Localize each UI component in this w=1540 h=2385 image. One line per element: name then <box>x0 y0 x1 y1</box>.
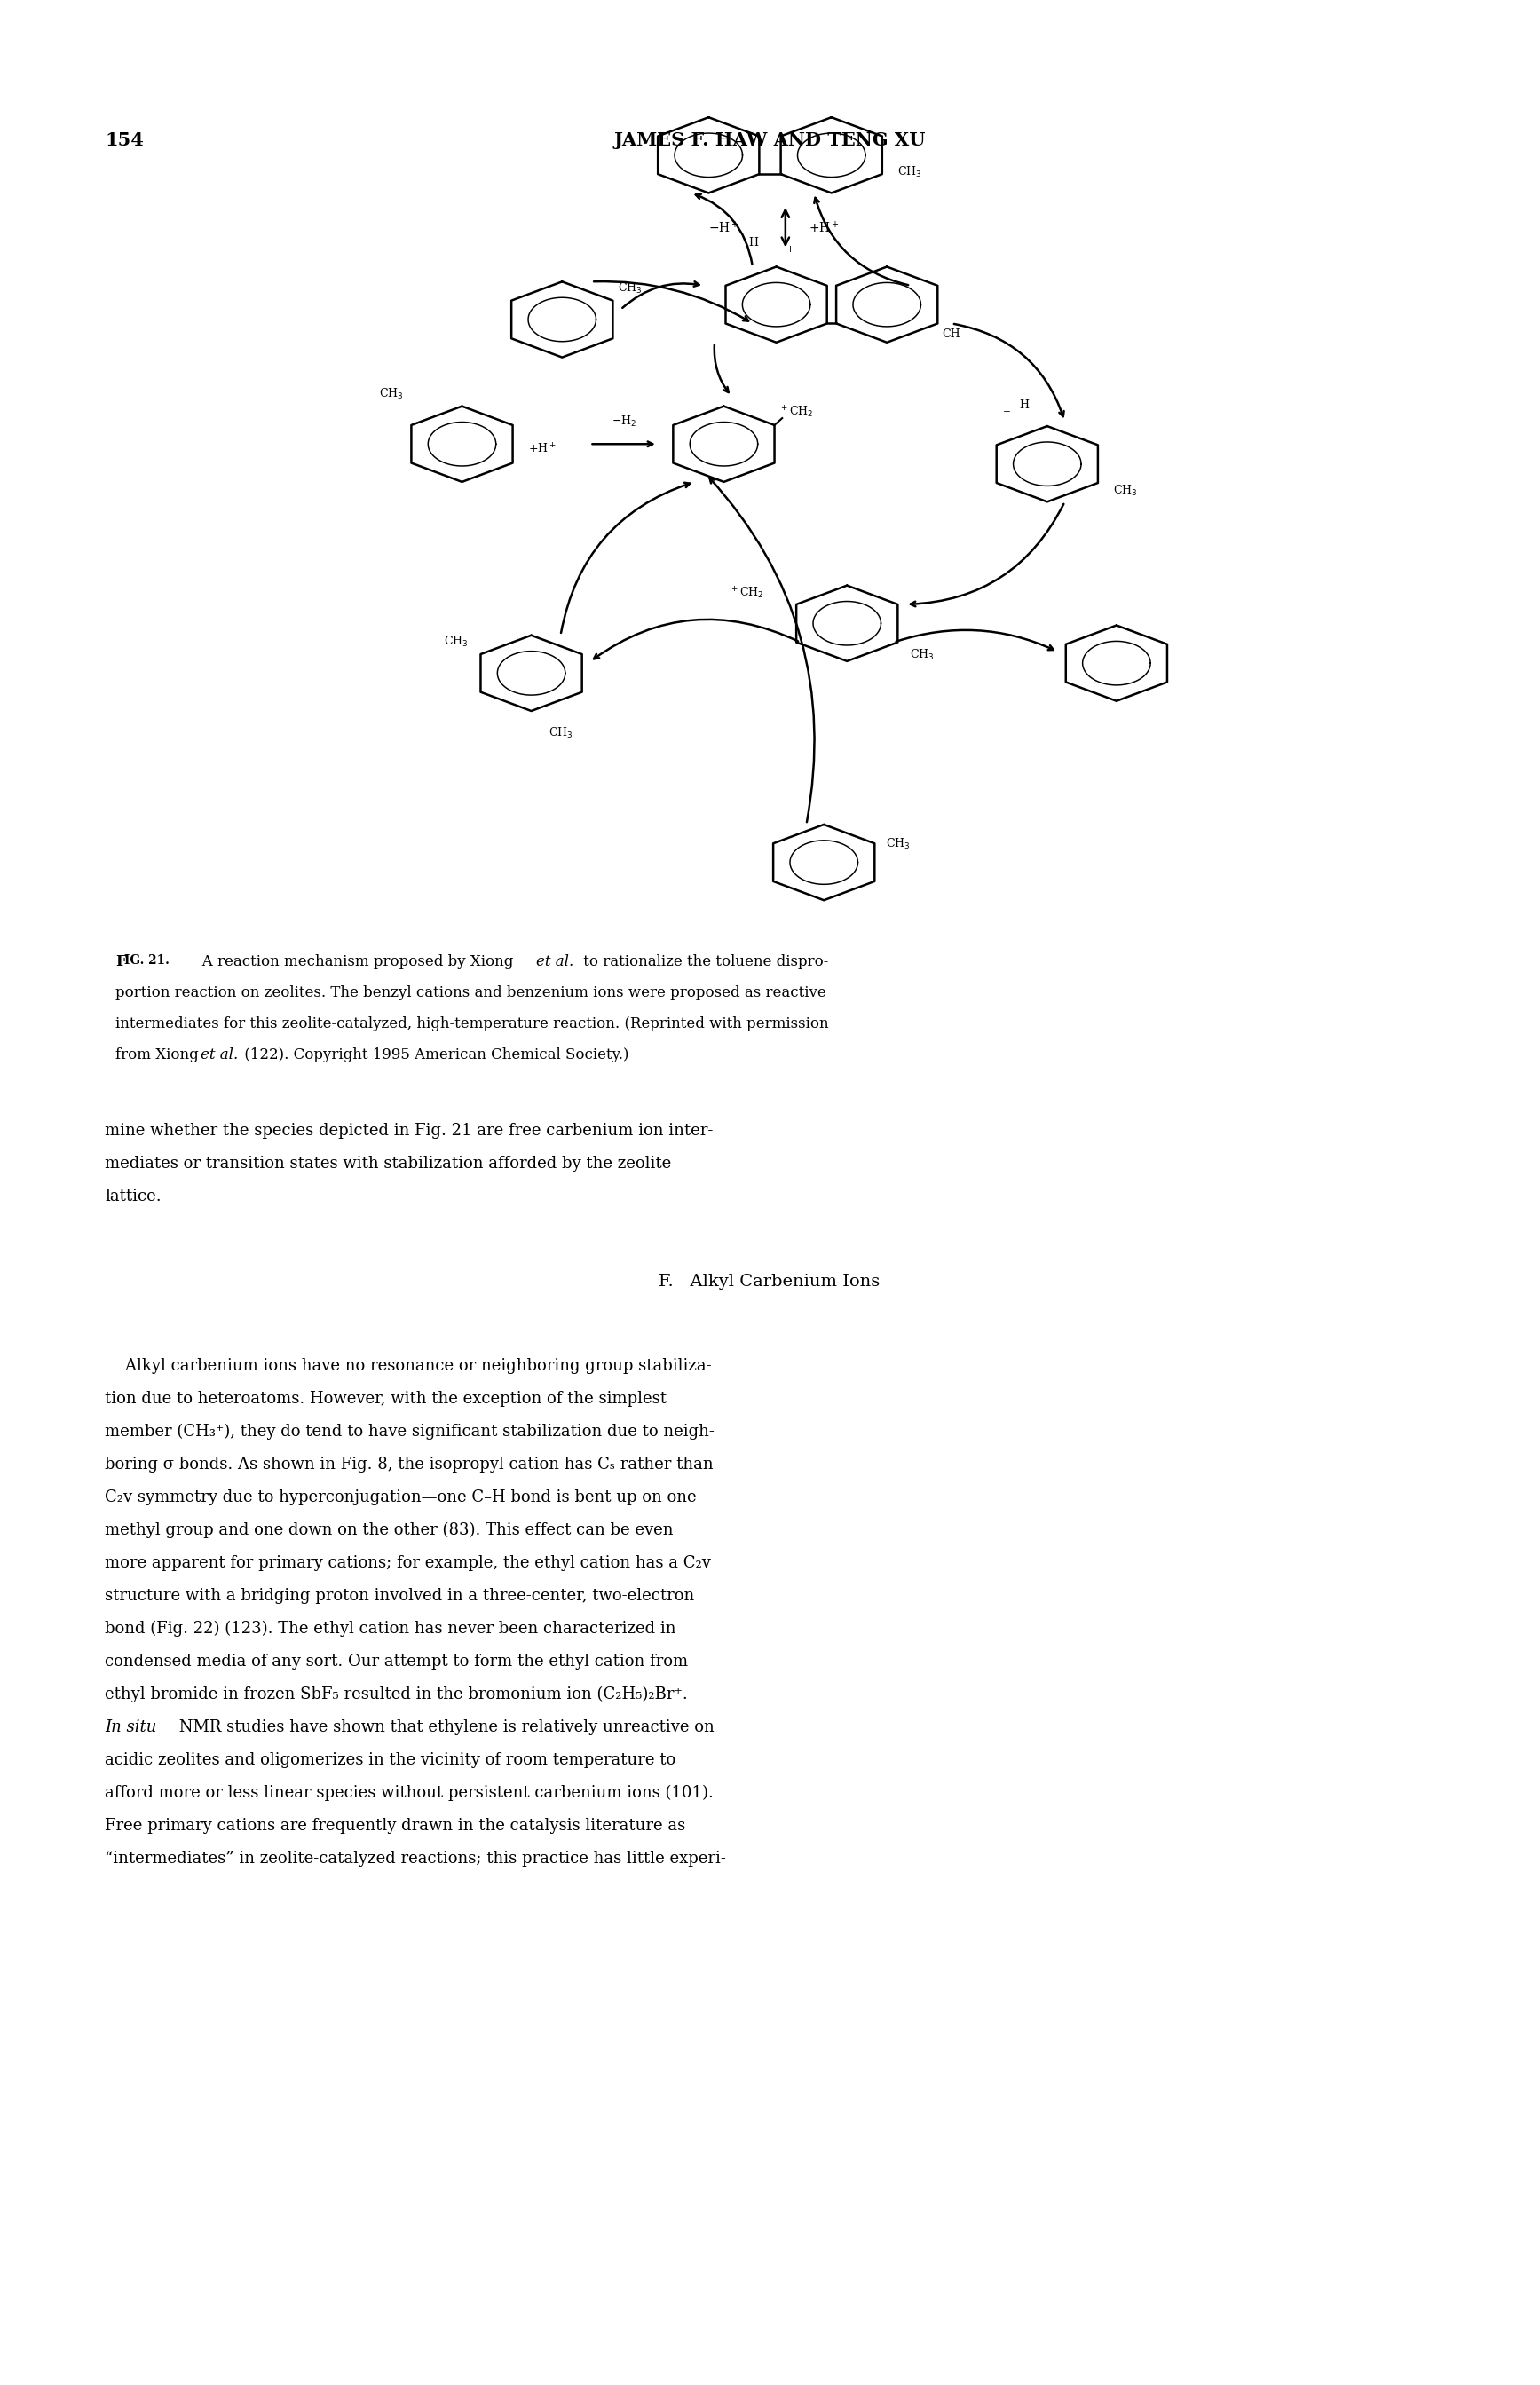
Text: CH$_3$: CH$_3$ <box>885 837 910 851</box>
Text: (122). Copyright 1995 American Chemical Society.): (122). Copyright 1995 American Chemical … <box>240 1047 628 1061</box>
Text: Free primary cations are frequently drawn in the catalysis literature as: Free primary cations are frequently draw… <box>105 1817 685 1834</box>
Text: CH$_3$: CH$_3$ <box>618 281 642 296</box>
Text: mine whether the species depicted in Fig. 21 are free carbenium ion inter-: mine whether the species depicted in Fig… <box>105 1123 713 1138</box>
Text: IG. 21.: IG. 21. <box>125 954 169 966</box>
Text: JAMES F. HAW AND TENG XU: JAMES F. HAW AND TENG XU <box>613 131 926 150</box>
Text: $^+$: $^+$ <box>784 246 795 258</box>
Text: $+$H$^+$: $+$H$^+$ <box>808 219 839 236</box>
Text: H: H <box>1019 401 1029 410</box>
Text: afford more or less linear species without persistent carbenium ions (101).: afford more or less linear species witho… <box>105 1784 713 1801</box>
Text: condensed media of any sort. Our attempt to form the ethyl cation from: condensed media of any sort. Our attempt… <box>105 1653 688 1670</box>
Text: CH$_3$: CH$_3$ <box>910 649 935 663</box>
Text: CH: CH <box>942 329 961 341</box>
Text: “intermediates” in zeolite-catalyzed reactions; this practice has little experi-: “intermediates” in zeolite-catalyzed rea… <box>105 1851 725 1867</box>
Text: $^+$CH$_2$: $^+$CH$_2$ <box>779 405 813 420</box>
Text: mediates or transition states with stabilization afforded by the zeolite: mediates or transition states with stabi… <box>105 1157 671 1171</box>
Text: $-$H$_2$: $-$H$_2$ <box>611 415 636 429</box>
Text: ethyl bromide in frozen SbF₅ resulted in the bromonium ion (C₂H₅)₂Br⁺.: ethyl bromide in frozen SbF₅ resulted in… <box>105 1686 688 1703</box>
Text: In situ: In situ <box>105 1720 157 1736</box>
Text: CH$_3$: CH$_3$ <box>898 165 922 179</box>
Text: $-$H$^+$: $-$H$^+$ <box>708 219 739 236</box>
Text: acidic zeolites and oligomerizes in the vicinity of room temperature to: acidic zeolites and oligomerizes in the … <box>105 1753 676 1767</box>
Text: lattice.: lattice. <box>105 1188 162 1204</box>
Text: et al.: et al. <box>536 954 573 968</box>
Text: methyl group and one down on the other (83). This effect can be even: methyl group and one down on the other (… <box>105 1522 673 1538</box>
Text: bond (Fig. 22) (123). The ethyl cation has never been characterized in: bond (Fig. 22) (123). The ethyl cation h… <box>105 1622 676 1636</box>
Text: CH$_3$: CH$_3$ <box>444 634 468 649</box>
Text: F: F <box>116 954 126 968</box>
Text: tion due to heteroatoms. However, with the exception of the simplest: tion due to heteroatoms. However, with t… <box>105 1390 667 1407</box>
Text: to rationalize the toluene dispro-: to rationalize the toluene dispro- <box>579 954 829 968</box>
Text: 154: 154 <box>105 131 143 150</box>
Text: from Xiong: from Xiong <box>116 1047 203 1061</box>
Text: CH$_3$: CH$_3$ <box>379 386 403 401</box>
Text: $^+$: $^+$ <box>1001 408 1012 422</box>
Text: F.   Alkyl Carbenium Ions: F. Alkyl Carbenium Ions <box>659 1274 881 1290</box>
Text: boring σ bonds. As shown in Fig. 8, the isopropyl cation has Cₛ rather than: boring σ bonds. As shown in Fig. 8, the … <box>105 1457 713 1472</box>
Text: member (CH₃⁺), they do tend to have significant stabilization due to neigh-: member (CH₃⁺), they do tend to have sign… <box>105 1424 715 1441</box>
Text: $^+$CH$_2$: $^+$CH$_2$ <box>730 584 764 601</box>
Text: et al.: et al. <box>200 1047 239 1061</box>
Text: NMR studies have shown that ethylene is relatively unreactive on: NMR studies have shown that ethylene is … <box>174 1720 715 1736</box>
Text: Alkyl carbenium ions have no resonance or neighboring group stabiliza-: Alkyl carbenium ions have no resonance o… <box>105 1357 711 1374</box>
Text: structure with a bridging proton involved in a three-center, two-electron: structure with a bridging proton involve… <box>105 1588 695 1603</box>
Text: C₂v symmetry due to hyperconjugation—one C–H bond is bent up on one: C₂v symmetry due to hyperconjugation—one… <box>105 1488 696 1505</box>
Text: H: H <box>748 236 758 248</box>
Text: intermediates for this zeolite-catalyzed, high-temperature reaction. (Reprinted : intermediates for this zeolite-catalyzed… <box>116 1016 829 1030</box>
Text: more apparent for primary cations; for example, the ethyl cation has a C₂v: more apparent for primary cations; for e… <box>105 1555 711 1572</box>
Text: CH$_3$: CH$_3$ <box>548 725 573 739</box>
Text: CH$_3$: CH$_3$ <box>1113 484 1138 498</box>
Text: portion reaction on zeolites. The benzyl cations and benzenium ions were propose: portion reaction on zeolites. The benzyl… <box>116 985 825 999</box>
Text: $+$H$^+$: $+$H$^+$ <box>528 441 556 456</box>
Text: A reaction mechanism proposed by Xiong: A reaction mechanism proposed by Xiong <box>188 954 517 968</box>
